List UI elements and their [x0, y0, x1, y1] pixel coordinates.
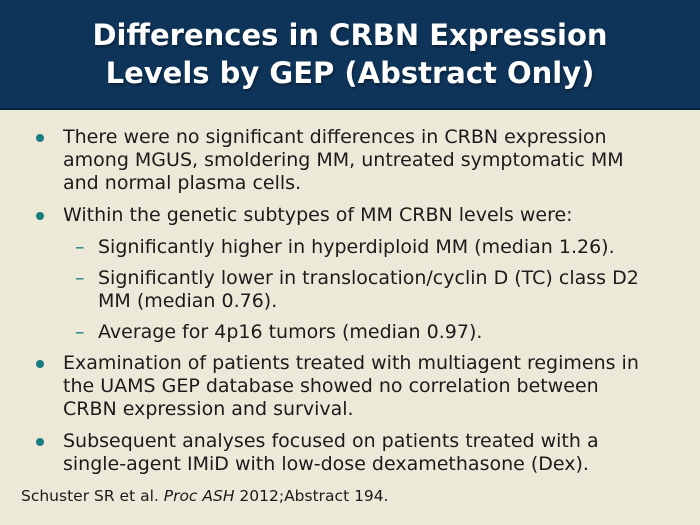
bullet-item: Subsequent analyses focused on patients … — [36, 430, 680, 476]
bullet-line: There were no significant differences in… — [63, 126, 607, 148]
bullet-dot-icon — [36, 360, 44, 368]
bullet-line: Significantly higher in hyperdiploid MM … — [98, 236, 615, 258]
bullet-line: and normal plasma cells. — [63, 172, 302, 194]
bullet-text: Significantly lower in translocation/cyc… — [98, 267, 639, 313]
bullet-line: MM (median 0.76). — [98, 290, 278, 312]
bullet-dot-icon — [36, 134, 44, 142]
bullet-text: Significantly higher in hyperdiploid MM … — [98, 236, 615, 259]
dash-icon: – — [75, 236, 85, 258]
bullet-item: There were no significant differences in… — [36, 126, 680, 195]
bullet-item: Examination of patients treated with mul… — [36, 352, 680, 421]
bullet-line: Subsequent analyses focused on patients … — [63, 430, 599, 452]
bullet-line: the UAMS GEP database showed no correlat… — [63, 375, 599, 397]
bullet-text: Subsequent analyses focused on patients … — [63, 430, 599, 476]
bullet-line: among MGUS, smoldering MM, untreated sym… — [63, 149, 624, 171]
bullet-text: Average for 4p16 tumors (median 0.97). — [98, 321, 482, 344]
bullet-line: Examination of patients treated with mul… — [63, 352, 639, 374]
citation: Schuster SR et al. Proc ASH 2012;Abstrac… — [21, 487, 389, 505]
citation-prefix: Schuster SR et al. — [21, 487, 164, 505]
slide-title-line-2: Levels by GEP (Abstract Only) — [105, 56, 595, 90]
bullet-dot-icon — [36, 438, 44, 446]
bullet-line: Average for 4p16 tumors (median 0.97). — [98, 321, 483, 343]
bullet-line: CRBN expression and survival. — [63, 398, 354, 420]
bullet-dot-icon — [36, 212, 44, 220]
bullet-text: There were no significant differences in… — [63, 126, 624, 195]
dash-icon: – — [75, 267, 85, 289]
sub-bullet-item: – Significantly higher in hyperdiploid M… — [75, 236, 680, 259]
bullet-item: Within the genetic subtypes of MM CRBN l… — [36, 204, 680, 227]
sub-bullet-item: – Significantly lower in translocation/c… — [75, 267, 680, 313]
bullet-text: Examination of patients treated with mul… — [63, 352, 639, 421]
bullet-line: Within the genetic subtypes of MM CRBN l… — [63, 204, 573, 226]
title-bar: Differences in CRBN Expression Levels by… — [0, 0, 700, 110]
bullet-text: Within the genetic subtypes of MM CRBN l… — [63, 204, 573, 227]
citation-suffix: 2012;Abstract 194. — [234, 487, 389, 505]
slide-body: There were no significant differences in… — [0, 110, 700, 476]
bullet-line: single-agent IMiD with low-dose dexameth… — [63, 453, 589, 475]
bullet-line: Significantly lower in translocation/cyc… — [98, 267, 639, 289]
citation-journal: Proc ASH — [163, 487, 235, 505]
sub-bullet-item: – Average for 4p16 tumors (median 0.97). — [75, 321, 680, 344]
slide-title-line-1: Differences in CRBN Expression — [92, 18, 608, 52]
dash-icon: – — [75, 321, 85, 343]
